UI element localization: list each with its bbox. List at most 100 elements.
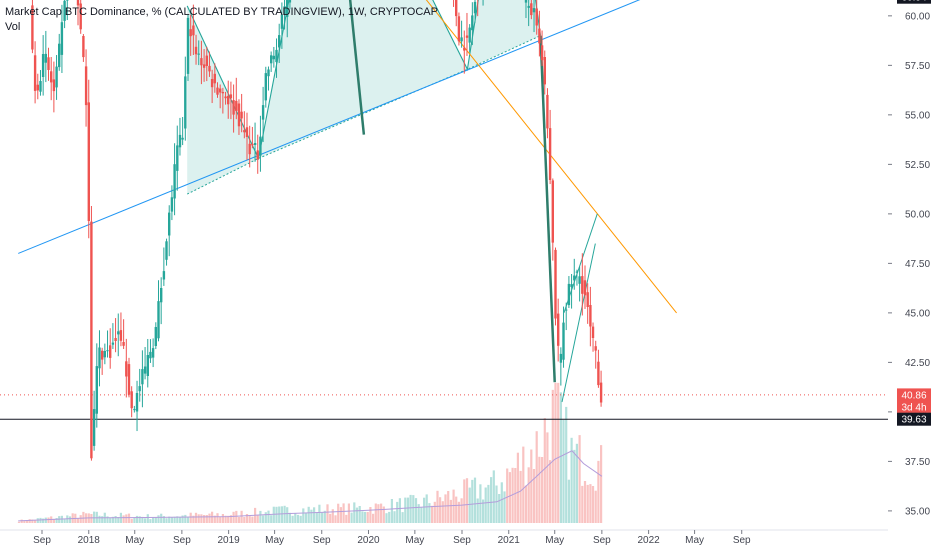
shoulder-drop-projection[interactable] — [539, 35, 556, 383]
candle-body — [546, 94, 549, 129]
candle-body — [63, 0, 66, 21]
volume-bar — [318, 504, 321, 523]
candle-body — [202, 64, 206, 68]
candle-body — [565, 309, 568, 311]
candle-body — [87, 102, 90, 221]
volume-bar — [216, 513, 219, 523]
x-tick-label: May — [125, 535, 144, 546]
volume-bar — [47, 517, 50, 523]
y-tick-label: 60.00 — [905, 11, 930, 22]
volume-bar — [404, 497, 407, 523]
candle-body — [98, 347, 101, 369]
volume-bar — [304, 512, 308, 523]
y-tick-label: 55.00 — [905, 110, 930, 121]
volume-bar — [203, 515, 206, 523]
candle-body — [554, 249, 557, 319]
volume-indicator-label[interactable]: Vol — [5, 21, 21, 33]
volume-bar — [465, 478, 469, 523]
volume-bar — [141, 516, 144, 523]
volume-bar — [506, 468, 509, 523]
volume-bar — [441, 501, 444, 523]
volume-bar — [524, 485, 528, 523]
volume-bar — [272, 506, 275, 523]
trendline-layer[interactable] — [0, 0, 888, 420]
bar-countdown-label-bg — [897, 400, 931, 413]
volume-bar — [229, 515, 232, 523]
candle-body — [165, 241, 168, 260]
candle-body — [559, 353, 563, 363]
candle-body — [90, 221, 93, 459]
candle-body — [178, 134, 182, 148]
candle-body — [138, 386, 141, 392]
volume-bar — [76, 518, 80, 523]
candle-body — [168, 212, 171, 236]
volume-bar — [559, 392, 562, 523]
candle-body — [543, 57, 546, 85]
volume-bar — [248, 516, 251, 523]
channel-lower-line[interactable] — [561, 243, 596, 403]
x-tick-label: May — [685, 535, 704, 546]
chart-title: Market Cap BTC Dominance, % (CALCULATED … — [5, 6, 438, 18]
candle-body — [240, 111, 243, 119]
volume-bar — [302, 508, 305, 523]
volume-bar — [28, 519, 31, 523]
volume-bar — [275, 506, 278, 523]
volume-bar — [439, 497, 442, 523]
candle-body — [151, 348, 155, 358]
volume-bar — [583, 481, 587, 523]
volume-bar — [162, 516, 165, 523]
volume-bar — [267, 510, 270, 523]
volume-bar — [90, 514, 93, 523]
candle-body — [181, 137, 184, 140]
volume-bar — [181, 515, 184, 523]
candle-body — [278, 35, 281, 48]
volume-bar — [235, 510, 238, 523]
volume-bar — [460, 498, 463, 523]
volume-bar — [26, 520, 29, 523]
volume-bar — [313, 507, 316, 523]
candle-body — [146, 355, 149, 376]
volume-bar — [270, 515, 273, 523]
candle-body — [103, 351, 106, 358]
volume-bar — [208, 513, 211, 523]
y-tick-label: 35.00 — [905, 506, 930, 517]
head-drop-projection[interactable] — [329, 0, 366, 135]
volume-bar — [278, 506, 281, 523]
volume-bar — [192, 515, 195, 523]
volume-bar — [334, 515, 337, 523]
time-axis-background — [0, 530, 932, 550]
volume-bar — [221, 514, 224, 523]
volume-bar — [23, 520, 26, 523]
x-tick-label: May — [545, 535, 564, 546]
candle-body — [524, 0, 528, 3]
candle-body — [47, 57, 50, 70]
volume-bar — [347, 503, 350, 523]
price-label-39-63-bg — [897, 412, 931, 426]
volume-bar — [541, 457, 544, 523]
y-tick-label: 37.50 — [905, 457, 930, 468]
volume-bar — [444, 494, 447, 523]
volume-bar — [176, 516, 179, 523]
x-tick-label: Sep — [733, 535, 751, 546]
candle-body — [570, 284, 573, 287]
candle-body — [581, 276, 584, 294]
volume-bar — [219, 516, 222, 523]
descending-trendline[interactable] — [229, 0, 677, 314]
head-and-shoulders-area — [187, 0, 541, 195]
y-tick-label: 57.50 — [905, 61, 930, 72]
volume-bar — [184, 514, 187, 523]
volume-bar — [127, 513, 131, 523]
candle-body — [591, 326, 595, 338]
candle-body — [208, 65, 211, 72]
neckline-trendline[interactable] — [18, 0, 648, 254]
volume-bar — [353, 502, 356, 523]
volume-bar — [597, 460, 600, 523]
volume-bar — [323, 510, 326, 523]
volume-bar — [168, 516, 171, 523]
candle-body — [119, 330, 123, 341]
volume-bar — [299, 515, 302, 523]
volume-bar — [487, 484, 490, 523]
volume-bar — [374, 503, 377, 523]
